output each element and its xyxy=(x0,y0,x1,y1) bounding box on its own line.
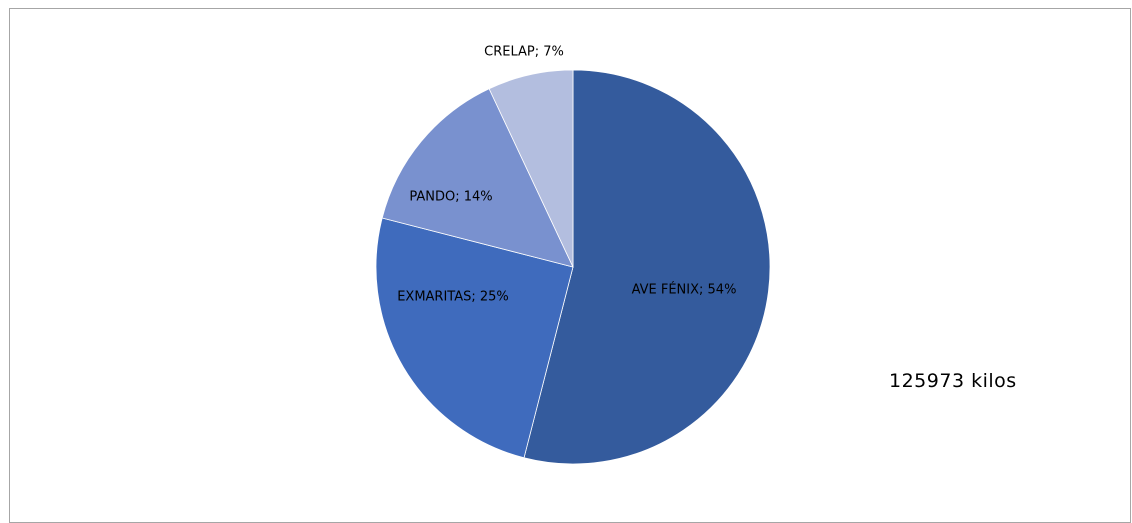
pie-slice-exmaritas xyxy=(375,217,574,459)
slice-label: EXMARITAS; 25% xyxy=(397,290,509,305)
pie-slice-crelap xyxy=(488,69,574,268)
slice-label: AVE FÉNIX; 54% xyxy=(632,282,737,298)
slice-label: CRELAP; 7% xyxy=(484,45,564,60)
total-annotation: 125973 kilos xyxy=(889,370,1017,392)
pie-labels: AVE FÉNIX; 54% EXMARITAS; 25% PANDO; 14% CR… xyxy=(397,45,736,305)
pie-slices xyxy=(375,69,771,465)
slice-label: PANDO; 14% xyxy=(409,190,492,205)
pie-slice-pando xyxy=(381,88,574,268)
pie-slice-ave-f-nix xyxy=(523,69,771,465)
